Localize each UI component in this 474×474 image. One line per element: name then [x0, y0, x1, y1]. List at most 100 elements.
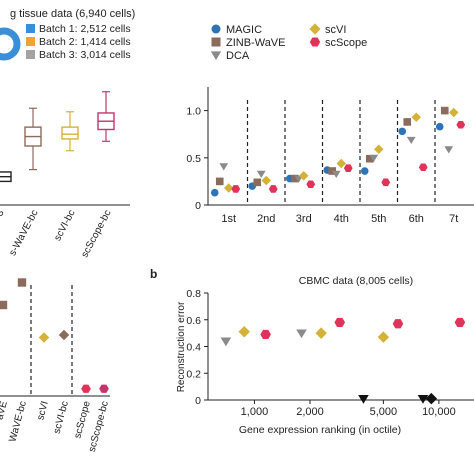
y-tick-label: 0.5 [186, 153, 201, 165]
x-tick-label: s-WaVE-bc [7, 208, 40, 257]
x-tick-label: 2nd [257, 213, 275, 225]
panel-b-points [210, 106, 466, 197]
point-aVE [0, 300, 8, 310]
x-tick-label: 3rd [296, 213, 312, 225]
point-dca [444, 146, 454, 154]
y-tick-label: 0.6 [186, 315, 201, 327]
point-dca [256, 170, 266, 179]
point-magic [210, 188, 219, 197]
point-scvi [261, 175, 271, 186]
point-scVI-bc [58, 329, 70, 341]
legend-label-scVI: scVI [325, 24, 346, 36]
point-scvi [299, 170, 309, 181]
legend-label-ZINB-WaVE: ZINB-WaVE [226, 37, 286, 49]
y-tick-label: 0.8 [186, 288, 201, 300]
point-triangle-down [417, 394, 429, 404]
point-WaVE-bc [17, 278, 27, 287]
x-tick-label: 1,000 [241, 406, 269, 418]
point-zinb-wave [365, 154, 374, 163]
point-diamond [238, 326, 250, 338]
legend-label-batch-2: Batch 2: 1,414 cells [39, 36, 131, 48]
point-scscope [306, 180, 316, 189]
panel-c-label: b [150, 267, 157, 281]
panel-c-y-label: Reconstruction error [176, 301, 187, 392]
y-tick-label: 0.4 [186, 342, 201, 354]
y-tick-label: 0 [195, 395, 201, 407]
legend-label-batch-1: Batch 1: 2,512 cells [39, 23, 131, 35]
box-scVI-bc [61, 126, 79, 140]
point-scvi [449, 107, 459, 118]
panel-a-lower-points [0, 278, 109, 393]
point-zinb-wave [253, 178, 262, 187]
point-dca [406, 136, 416, 145]
panel-b-octile-dividers [246, 100, 436, 205]
x-tick-label: scScope [72, 400, 93, 440]
point-hexagon [392, 319, 404, 329]
x-tick-label: 3 [0, 208, 7, 218]
panel-c-y-ticks: 0 0.2 0.4 0.6 0.8 [186, 288, 208, 407]
x-tick-label: scVI-bc [52, 208, 77, 243]
x-tick-label: scVI [35, 400, 51, 422]
panel-a-boxes [0, 91, 115, 183]
x-tick-label: scScope-bc [79, 208, 113, 259]
legend-marker-scScope [309, 37, 321, 47]
point-triangle-down [296, 329, 307, 339]
legend-swatch-batch-3 [26, 50, 35, 59]
point-triangle-down [358, 394, 369, 404]
point-magic [398, 127, 407, 136]
point-magic [435, 122, 444, 131]
legend-swatch-batch-1 [26, 24, 35, 33]
x-tick-label: 10,000 [422, 406, 456, 418]
x-tick-label: 2,000 [296, 406, 324, 418]
panel-c-x-ticks: 1,000 2,000 5,000 10,000 [241, 400, 456, 418]
point-diamond [377, 331, 390, 343]
point-scvi [224, 183, 234, 193]
x-tick-label: scVI-bc [52, 400, 71, 435]
point-scScope [81, 384, 91, 393]
point-scScope-bc [99, 384, 109, 393]
point-dca [219, 163, 229, 171]
point-diamond [315, 327, 327, 339]
point-scvi [411, 112, 421, 122]
legend-label-batch-3: Batch 3: 3,014 cells [39, 49, 131, 61]
x-tick-label: 4th [334, 213, 349, 225]
panel-c-x-label: Gene expression ranking (in octile) [239, 424, 401, 436]
panel-b-y-ticks: 0 0.5 1.0 [186, 106, 208, 212]
point-diamond [425, 392, 438, 405]
x-tick-label: 5th [371, 213, 386, 225]
panel-b-x-tick-labels: 1st 2nd 3rd 4th 5th 6th 7t [221, 213, 458, 225]
legend-swatch-batch-2 [26, 37, 35, 46]
point-scscope [418, 163, 428, 172]
donut-icon [0, 27, 21, 61]
point-hexagon [454, 317, 466, 328]
point-scvi [374, 144, 384, 155]
point-triangle-down [220, 337, 232, 347]
point-dca [369, 154, 379, 162]
x-tick-label: 5,000 [370, 406, 398, 418]
panel-a-x-tick-labels: 3 s-WaVE-bc scVI-bc scScope-bc [0, 208, 114, 260]
point-scvi [336, 158, 346, 169]
legend-marker-scVI [309, 23, 321, 35]
point-scVI [38, 332, 50, 343]
point-hexagon [260, 329, 271, 340]
x-tick-label: 6th [409, 213, 424, 225]
legend-label-MAGIC: MAGIC [226, 24, 262, 36]
point-zinb-wave [403, 118, 412, 126]
x-tick-label: aVE [0, 400, 10, 421]
point-scscope [231, 185, 241, 193]
point-scscope [343, 164, 353, 172]
point-hexagon [334, 317, 346, 328]
x-tick-label: 7t [449, 213, 458, 225]
x-tick-label: 1st [221, 213, 236, 225]
y-tick-label: 0.2 [186, 368, 201, 380]
point-dca [331, 170, 341, 179]
point-magic [360, 167, 369, 175]
point-scscope [268, 185, 278, 193]
y-tick-label: 1.0 [186, 106, 201, 118]
